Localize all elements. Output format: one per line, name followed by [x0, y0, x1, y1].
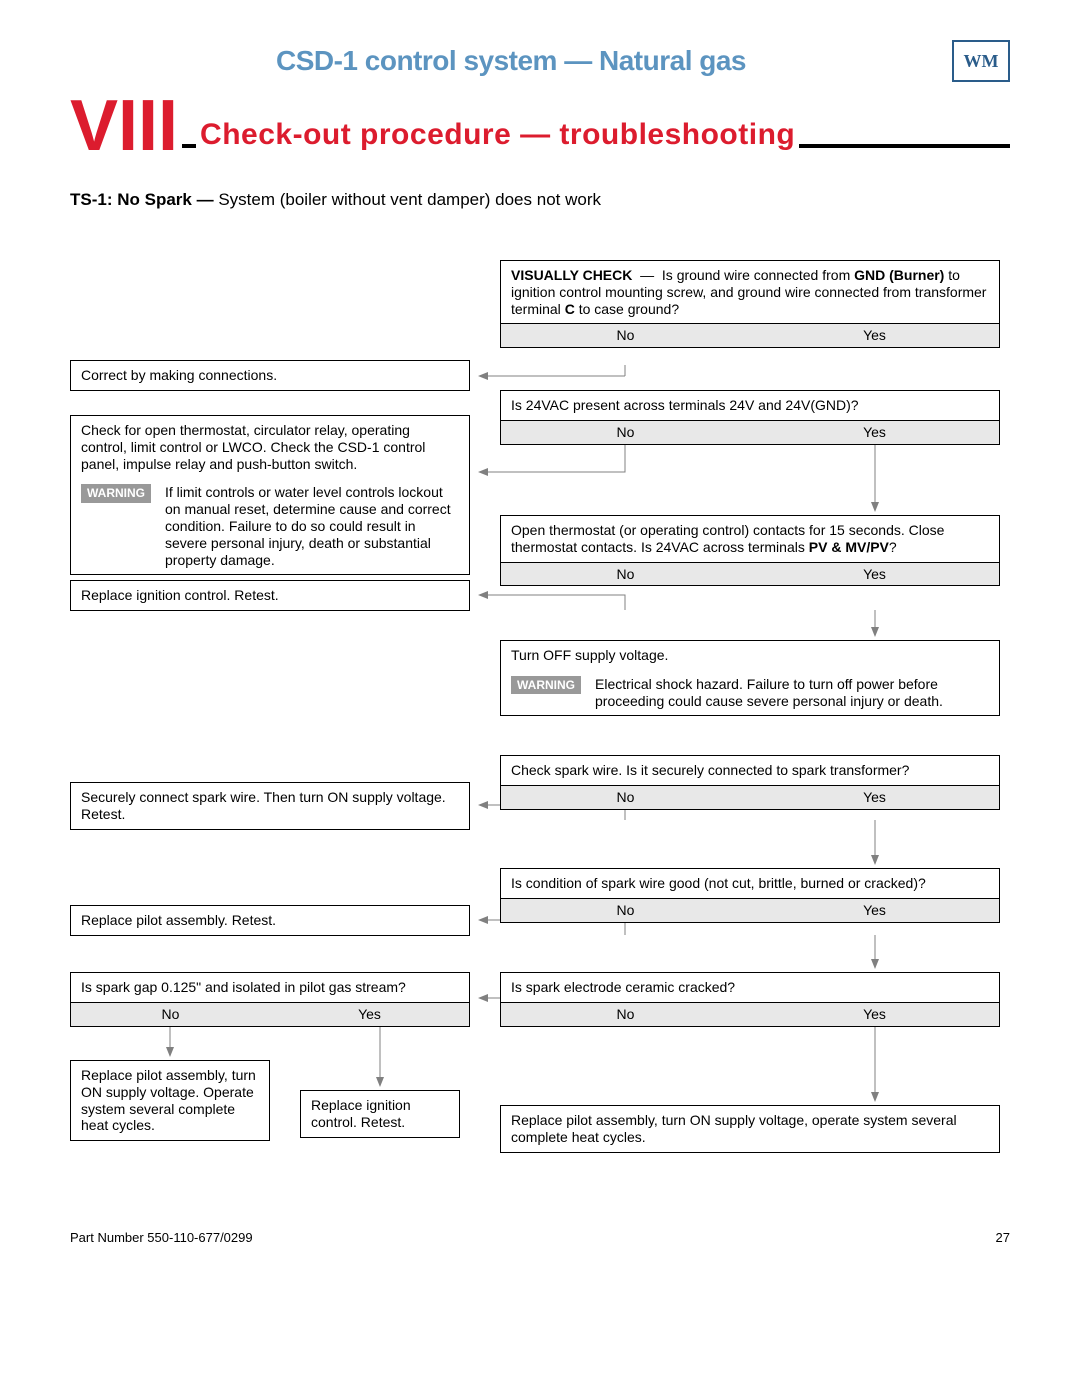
warning-block: WARNING Electrical shock hazard. Failure… — [501, 670, 999, 716]
warning-block: WARNING If limit controls or water level… — [71, 478, 469, 574]
decision-yes: Yes — [750, 421, 999, 444]
node-open-thermostat: Open thermostat (or operating control) c… — [500, 515, 1000, 586]
decision-no: No — [501, 1003, 750, 1026]
decision-yes: Yes — [750, 786, 999, 809]
node-text: Is 24VAC present across terminals 24V an… — [501, 391, 999, 420]
node-text: Check for open thermostat, circulator re… — [71, 416, 469, 478]
decision-no: No — [501, 324, 750, 347]
node-ceramic-cracked: Is spark electrode ceramic cracked? No Y… — [500, 972, 1000, 1027]
decision-no: No — [501, 899, 750, 922]
decision-yes: Yes — [750, 1003, 999, 1026]
node-spark-wire-condition: Is condition of spark wire good (not cut… — [500, 868, 1000, 923]
decision-yes: Yes — [270, 1003, 469, 1026]
decision-no: No — [501, 786, 750, 809]
decision-yes: Yes — [750, 563, 999, 586]
warning-badge: WARNING — [81, 484, 151, 502]
node-replace-pilot-assembly-3: Replace pilot assembly, turn ON supply v… — [500, 1105, 1000, 1153]
brand-logo-text: WM — [964, 51, 999, 72]
node-check-open-thermostat: Check for open thermostat, circulator re… — [70, 415, 470, 575]
decision-no: No — [501, 421, 750, 444]
node-24vac: Is 24VAC present across terminals 24V an… — [500, 390, 1000, 445]
node-spark-gap: Is spark gap 0.125" and isolated in pilo… — [70, 972, 470, 1027]
decision-row: No Yes — [501, 562, 999, 586]
footer-part-number: Part Number 550-110-677/0299 — [70, 1230, 253, 1245]
warning-text: Electrical shock hazard. Failure to turn… — [595, 676, 989, 710]
node-text: Open thermostat (or operating control) c… — [501, 516, 999, 562]
ts-prefix: TS-1: No Spark — — [70, 190, 214, 209]
node-turn-off-supply: Turn OFF supply voltage. WARNING Electri… — [500, 640, 1000, 716]
decision-row: No Yes — [501, 898, 999, 922]
node-text: VISUALLY CHECK — Is ground wire connecte… — [501, 261, 999, 323]
node-text: Is spark electrode ceramic cracked? — [501, 973, 999, 1002]
node-secure-spark-wire: Securely connect spark wire. Then turn O… — [70, 782, 470, 830]
header-title: CSD-1 control system — Natural gas — [70, 45, 952, 77]
page-header: CSD-1 control system — Natural gas WM — [70, 40, 1010, 82]
node-text: Check spark wire. Is it securely connect… — [501, 756, 999, 785]
section-number: VIII — [70, 90, 182, 162]
decision-row: No Yes — [501, 1002, 999, 1026]
node-visually-check: VISUALLY CHECK — Is ground wire connecte… — [500, 260, 1000, 348]
node-replace-ignition-2: Replace ignition control. Retest. — [300, 1090, 460, 1138]
ts-line: TS-1: No Spark — System (boiler without … — [70, 190, 1010, 210]
decision-row: No Yes — [501, 785, 999, 809]
decision-row: No Yes — [501, 420, 999, 444]
node-text: Turn OFF supply voltage. — [501, 641, 999, 670]
brand-logo: WM — [952, 40, 1010, 82]
node-text: Is condition of spark wire good (not cut… — [501, 869, 999, 898]
page-footer: Part Number 550-110-677/0299 27 — [70, 1230, 1010, 1245]
footer-page-number: 27 — [996, 1230, 1010, 1245]
section-heading: Check-out procedure — troubleshooting — [196, 118, 799, 152]
flowchart: VISUALLY CHECK — Is ground wire connecte… — [70, 260, 1010, 1220]
decision-yes: Yes — [750, 324, 999, 347]
node-replace-pilot: Replace pilot assembly. Retest. — [70, 905, 470, 936]
warning-badge: WARNING — [511, 676, 581, 694]
section-heading-row: VIII Check-out procedure — troubleshooti… — [70, 90, 1010, 162]
decision-no: No — [501, 563, 750, 586]
decision-row: No Yes — [501, 323, 999, 347]
node-check-spark-wire: Check spark wire. Is it securely connect… — [500, 755, 1000, 810]
decision-no: No — [71, 1003, 270, 1026]
ts-rest: System (boiler without vent damper) does… — [214, 190, 601, 209]
decision-yes: Yes — [750, 899, 999, 922]
node-correct-connections: Correct by making connections. — [70, 360, 470, 391]
warning-text: If limit controls or water level control… — [165, 484, 459, 568]
node-replace-ignition: Replace ignition control. Retest. — [70, 580, 470, 611]
node-text: Is spark gap 0.125" and isolated in pilo… — [71, 973, 469, 1002]
decision-row: No Yes — [71, 1002, 469, 1026]
node-replace-pilot-assembly-full: Replace pilot assembly, turn ON supply v… — [70, 1060, 270, 1141]
